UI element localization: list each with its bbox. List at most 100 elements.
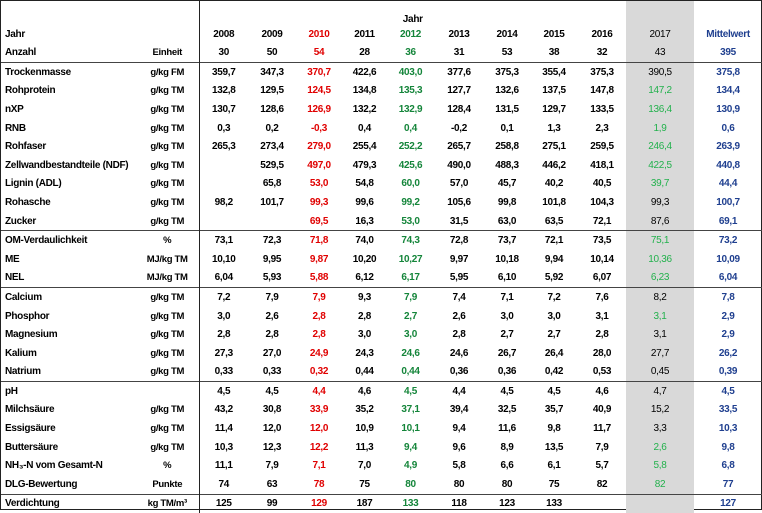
row-label: Buttersäure <box>5 441 58 453</box>
table-cell: 78 <box>313 478 325 490</box>
year-header: 2010 <box>308 28 330 40</box>
table-cell: 488,3 <box>495 159 519 171</box>
table-cell: 73,7 <box>484 230 530 250</box>
row-label: DLG-Bewertung <box>5 478 78 490</box>
table-cell: 99,2 <box>401 196 420 208</box>
table-cell: 54,8 <box>355 178 374 190</box>
year-header: Mittelwert <box>706 28 750 40</box>
table-cell: 7,1 <box>312 460 326 472</box>
table-cell: 8,9 <box>500 441 514 453</box>
table-cell: 99,3 <box>309 196 329 208</box>
table-cell: 6,07 <box>592 272 612 284</box>
table-cell: 4,5 <box>248 381 296 401</box>
table-cell: 37,1 <box>401 404 420 416</box>
table-cell: 60,0 <box>401 178 420 190</box>
table-cell: 133 <box>387 493 434 513</box>
table-cell: 24,9 <box>309 347 329 359</box>
table-row: Natrium g/kg TM 0,33 0,33 0,32 0,44 0,44 0,36 0,… <box>1 362 762 382</box>
table-row: Zellwandbestandteile (NDF) g/kg TM 529,5 49… <box>1 155 762 175</box>
table-cell: 422,6 <box>342 61 387 82</box>
table-cell: 375,3 <box>578 61 627 82</box>
table-cell: 131,5 <box>495 103 519 115</box>
row-label: Zucker <box>5 215 36 227</box>
table-cell: 24,6 <box>449 347 469 359</box>
table-cell: 263,9 <box>716 141 740 153</box>
table-cell: 133 <box>530 493 578 513</box>
table-cell: 11,6 <box>498 423 516 435</box>
table-cell: 26,2 <box>718 347 738 359</box>
count-cell: 50 <box>266 47 278 58</box>
table-cell: 7,9 <box>296 287 342 307</box>
table-cell: 72,8 <box>434 230 484 250</box>
row-label: Rohfaser <box>5 141 46 153</box>
table-row: nXP g/kg TM 130,7 128,6 126,9 132,2 132,9 128,4… <box>1 100 762 119</box>
table-cell: 129 <box>296 493 342 513</box>
table-cell: 80 <box>501 478 513 490</box>
table-cell: 26,4 <box>544 347 564 359</box>
table-cell: 6,10 <box>497 272 517 284</box>
table-cell: 529,5 <box>260 159 284 171</box>
table-cell: 2,8 <box>265 329 279 341</box>
table-cell: 71,8 <box>296 230 342 250</box>
table-cell: 2,7 <box>403 310 417 322</box>
table-cell: 5,95 <box>449 272 469 284</box>
table-cell: 6,1 <box>547 460 561 472</box>
table-cell: 9,4 <box>452 423 466 435</box>
table-cell: 132,6 <box>495 85 519 97</box>
table-cell: 2,9 <box>721 310 735 322</box>
table-cell: 26,7 <box>497 347 517 359</box>
table-cell: 99,6 <box>355 196 374 208</box>
table-cell: 98,2 <box>214 196 234 208</box>
table-cell: 72,1 <box>592 215 612 227</box>
table-cell: 10,36 <box>626 249 695 269</box>
table-cell: 27,7 <box>626 343 695 363</box>
unit-cell: g/kg TM <box>136 100 200 119</box>
table-cell: 133,5 <box>590 103 614 115</box>
table-cell: 2,7 <box>500 329 514 341</box>
table-cell: 130,9 <box>716 103 740 115</box>
table-cell: 3,0 <box>217 310 231 322</box>
table-cell: 80 <box>453 478 465 490</box>
table-cell: 9,8 <box>721 441 735 453</box>
row-label: Jahr <box>5 28 25 40</box>
table-cell: 0,45 <box>626 362 695 382</box>
count-cell: 32 <box>596 47 608 58</box>
table-cell: 7,9 <box>265 460 279 472</box>
table-cell: 82 <box>626 475 695 495</box>
unit-cell: g/kg TM <box>136 155 200 175</box>
table-cell: 258,8 <box>495 141 519 153</box>
table-cell: 2,6 <box>265 310 279 322</box>
unit-cell: g/kg TM <box>136 306 200 326</box>
table-cell: 118 <box>434 493 484 513</box>
table-cell: 4,5 <box>387 381 434 401</box>
table-cell: -0,3 <box>310 122 328 134</box>
table-cell: 359,7 <box>199 61 248 82</box>
row-label: Essigsäure <box>5 423 56 435</box>
table-cell: 136,4 <box>626 100 695 119</box>
table-cell: 265,7 <box>447 141 471 153</box>
table-cell: 12,3 <box>262 441 282 453</box>
table-cell: 11,1 <box>214 460 233 472</box>
table-cell: 2,6 <box>626 437 695 457</box>
table-cell: 3,1 <box>626 306 695 326</box>
table-cell: 75,1 <box>626 230 695 250</box>
empty-cell <box>626 1 695 25</box>
unit-cell: g/kg TM <box>136 343 200 363</box>
table-cell: 246,4 <box>626 137 695 156</box>
table-cell: 4,6 <box>578 381 627 401</box>
table-cell: 101,8 <box>542 196 566 208</box>
table-cell <box>199 212 248 231</box>
table-cell: 27,3 <box>214 347 234 359</box>
table-cell: 10,27 <box>398 253 423 265</box>
table-cell: 0,33 <box>214 366 234 378</box>
table-row: pH 4,5 4,5 4,4 4,6 4,5 4,4 4,5 4,5 4,6 4,7 4,5 <box>1 381 762 401</box>
table-cell <box>199 175 248 194</box>
table-cell: 104,3 <box>590 196 614 208</box>
row-label: Verdichtung <box>1 493 136 513</box>
table-cell: 53,0 <box>401 215 420 227</box>
table-cell: 6,17 <box>401 272 420 284</box>
table-cell: -0,2 <box>450 122 468 134</box>
table-cell: 35,7 <box>544 404 564 416</box>
table-cell: 0,39 <box>718 366 738 378</box>
